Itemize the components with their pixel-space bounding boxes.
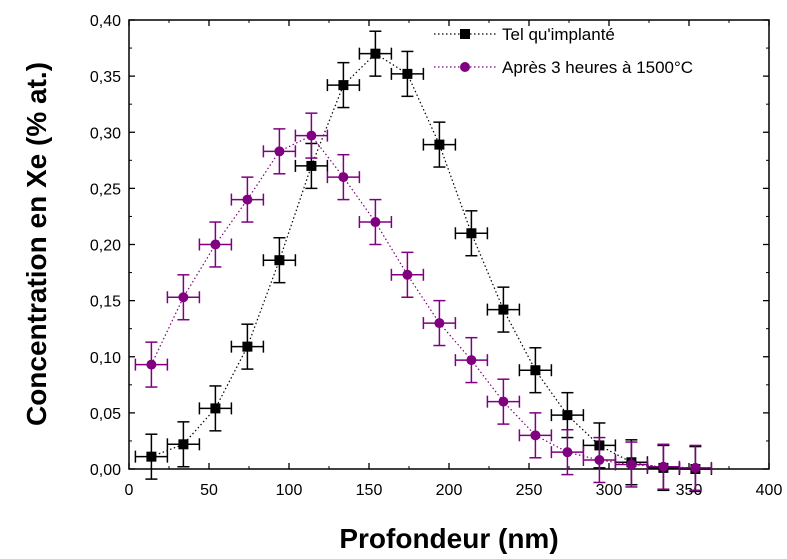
legend: Tel qu'implanté Après 3 heures à 1500°C [434, 25, 693, 77]
data-point [274, 255, 285, 266]
data-point [562, 447, 573, 458]
x-axis-title: Profondeur (nm) [339, 523, 558, 554]
y-tick-label: 0,30 [90, 125, 121, 142]
legend-item-2: Après 3 heures à 1500°C [434, 58, 693, 77]
y-tick-label: 0,00 [90, 462, 121, 479]
x-tick-label: 0 [125, 482, 134, 499]
y-axis-title: Concentration en Xe (% at.) [21, 62, 52, 426]
data-point [658, 461, 669, 472]
data-point [690, 462, 701, 473]
data-point [242, 341, 253, 352]
data-point [370, 48, 381, 59]
data-point [178, 292, 189, 303]
data-point [562, 410, 573, 421]
x-tick-label: 50 [200, 482, 218, 499]
series-1 [134, 30, 713, 493]
series-line [151, 52, 696, 470]
x-tick-label: 100 [276, 482, 303, 499]
data-point [210, 239, 221, 250]
y-tick-label: 0,25 [90, 181, 121, 198]
y-tick-label: 0,40 [90, 13, 121, 30]
data-point [338, 172, 349, 183]
data-point [146, 359, 157, 370]
x-tick-label: 300 [596, 482, 623, 499]
data-point [274, 146, 285, 157]
data-point [146, 451, 157, 462]
data-point [242, 194, 253, 205]
data-point [306, 160, 317, 171]
legend-marker [460, 29, 470, 39]
legend-label: Tel qu'implanté [502, 25, 615, 44]
legend-marker [460, 62, 470, 72]
data-point [626, 459, 637, 470]
data-point [498, 396, 509, 407]
x-tick-label: 200 [436, 482, 463, 499]
data-point [466, 228, 477, 239]
y-tick-label: 0,10 [90, 350, 121, 367]
x-tick-label: 250 [516, 482, 543, 499]
legend-item-1: Tel qu'implanté [434, 25, 615, 44]
x-axis: 0 50 100 150 200 250 300 350 400 [125, 20, 783, 499]
y-tick-label: 0,20 [90, 238, 121, 255]
data-point [530, 430, 541, 441]
data-point [370, 217, 381, 228]
data-point [594, 455, 605, 466]
y-tick-label: 0,35 [90, 69, 121, 86]
x-tick-label: 150 [356, 482, 383, 499]
data-point [210, 403, 221, 414]
y-tick-label: 0,05 [90, 406, 121, 423]
data-point [306, 130, 317, 141]
x-tick-label: 400 [756, 482, 783, 499]
series-line [150, 134, 696, 469]
data-point [434, 318, 445, 329]
data-point [178, 439, 189, 450]
series-2 [134, 112, 713, 492]
error-bar [230, 323, 265, 370]
data-point [338, 80, 349, 91]
data-point [402, 269, 413, 280]
data-point [402, 68, 413, 79]
data-point [530, 365, 541, 376]
y-axis: 0,00 0,05 0,10 0,15 0,20 0,25 0,30 0,35 0,40 [90, 13, 769, 479]
legend-label: Après 3 heures à 1500°C [502, 58, 693, 77]
series-layer [134, 30, 713, 493]
data-point [434, 139, 445, 150]
data-point [498, 304, 509, 315]
y-tick-label: 0,15 [90, 294, 121, 311]
data-point [466, 355, 477, 366]
